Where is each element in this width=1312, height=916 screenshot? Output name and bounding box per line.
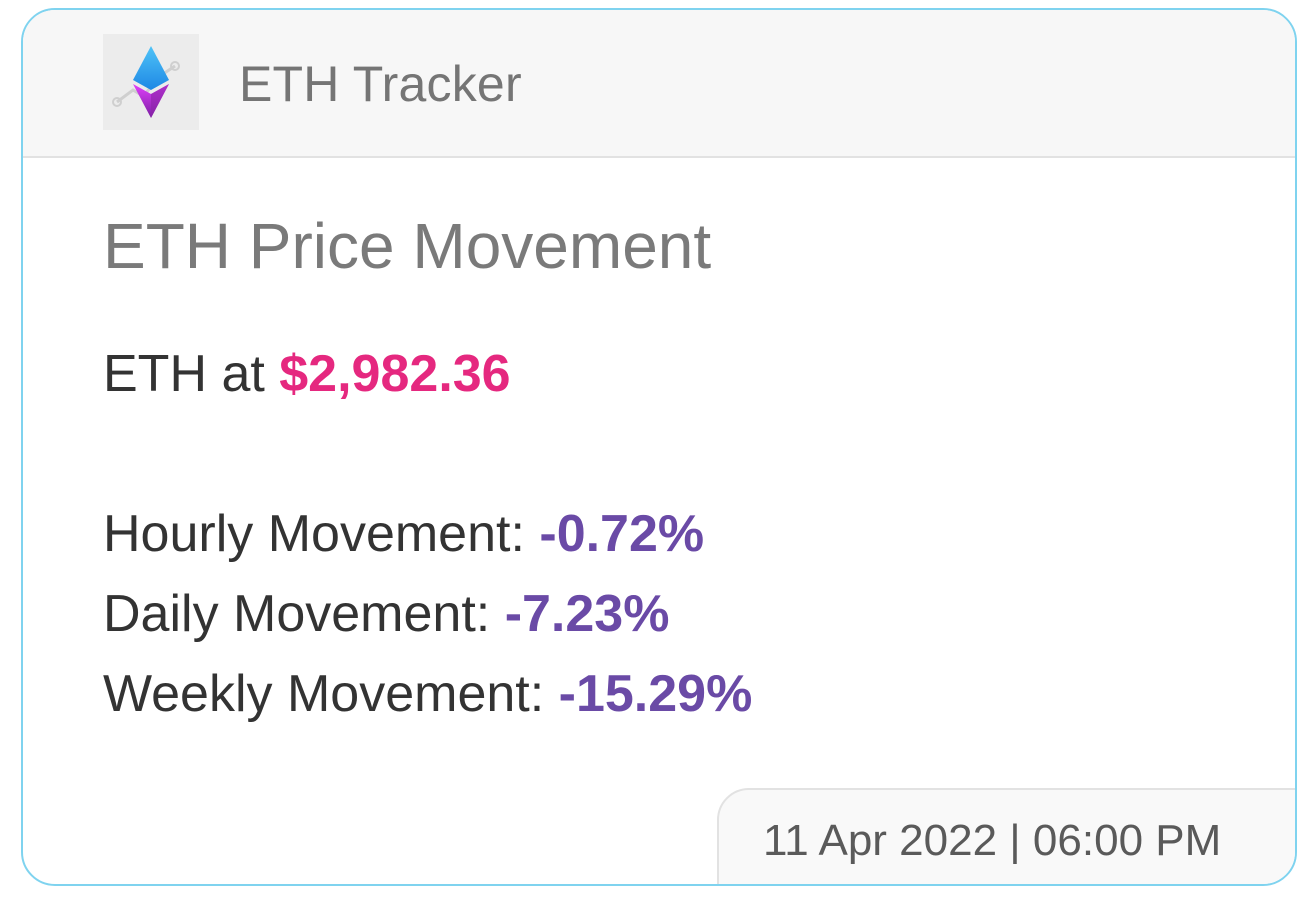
card-header: ETH Tracker <box>23 10 1295 158</box>
app-title: ETH Tracker <box>239 56 522 112</box>
weekly-movement-label: Weekly Movement: <box>103 665 559 723</box>
page-title: ETH Price Movement <box>103 210 712 282</box>
weekly-movement-value: -15.29% <box>558 665 753 723</box>
eth-tracker-card: ETH Tracker ETH Price Movement ETH at $2… <box>21 8 1297 886</box>
hourly-movement-label: Hourly Movement: <box>103 505 540 563</box>
daily-movement: Daily Movement: -7.23% <box>103 584 669 644</box>
hourly-movement-value: -0.72% <box>539 505 705 563</box>
eth-price: $2,982.36 <box>279 345 511 403</box>
daily-movement-label: Daily Movement: <box>103 585 505 643</box>
hourly-movement: Hourly Movement: -0.72% <box>103 504 704 564</box>
ethereum-logo-icon <box>103 34 199 130</box>
weekly-movement: Weekly Movement: -15.29% <box>103 664 752 724</box>
price-line: ETH at $2,982.36 <box>103 344 511 404</box>
daily-movement-value: -7.23% <box>504 585 670 643</box>
timestamp-badge: 11 Apr 2022 | 06:00 PM <box>717 788 1295 884</box>
price-prefix: ETH at <box>103 345 280 403</box>
timestamp: 11 Apr 2022 | 06:00 PM <box>763 816 1222 865</box>
